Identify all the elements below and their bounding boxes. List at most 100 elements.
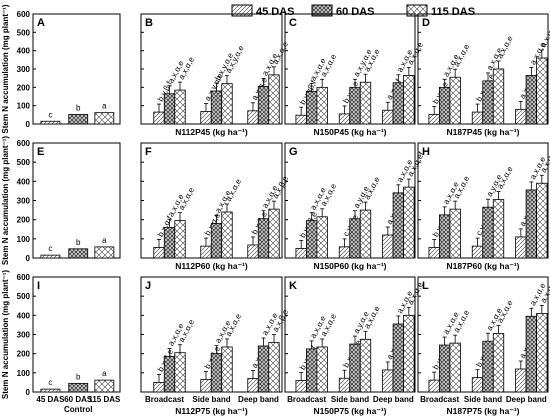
bar <box>492 333 505 393</box>
bar <box>221 346 233 393</box>
panel-H: Hb,y,α,ea,x,α,ea,x,α,ec,y,α,ea,y,α,ea,x,… <box>417 142 550 271</box>
x-category-label: 60 DAS <box>64 395 93 404</box>
bar <box>403 314 415 393</box>
x-axis-title: N112P75 (kg ha⁻¹) <box>175 406 248 416</box>
bar <box>174 352 186 393</box>
bar <box>200 111 212 125</box>
bar <box>153 111 165 125</box>
panel-letter: A <box>37 17 45 29</box>
bar <box>449 208 461 259</box>
bar <box>492 199 505 259</box>
x-category-label: 45 DAS <box>36 395 65 404</box>
bar <box>316 346 328 393</box>
bar <box>359 209 372 259</box>
bar <box>338 246 351 259</box>
bar <box>349 343 361 393</box>
bar <box>392 323 404 393</box>
x-axis-title: N112P45 (kg ha⁻¹) <box>175 127 248 137</box>
significance-label: c <box>48 244 52 253</box>
bar <box>268 342 280 393</box>
bar <box>449 342 461 393</box>
bar <box>200 379 212 393</box>
significance-label: a,x,α,e <box>539 148 550 174</box>
x-category-label: Broadcast <box>145 395 184 404</box>
significance-label: b <box>76 238 81 247</box>
bar <box>536 313 548 393</box>
x-category-label: 115 DAS <box>88 395 121 404</box>
panel-L: Lb,y,α,ea,x,α,ea,x,α,eBroadcastb,x,α,ea,… <box>417 276 550 416</box>
bar <box>382 369 394 393</box>
panel-letter: F <box>145 146 152 158</box>
bar <box>295 114 307 125</box>
bar <box>482 340 494 393</box>
significance-label: a <box>102 236 107 245</box>
y-tick-label: 0 <box>26 120 31 129</box>
y-axis-titles: Stem N accumulation (mg plant⁻¹) Stem N a… <box>1 4 10 399</box>
x-category-label: Side band <box>192 395 230 404</box>
y-tick-label: 100 <box>17 369 31 378</box>
bar <box>349 86 361 125</box>
bar <box>482 206 494 259</box>
panel-F: Fb,x,α,fa,x,α,ea,x,α,eb,x,α,ea,x,α,ea,x,… <box>140 142 290 271</box>
bar-control-1 <box>40 254 61 259</box>
bar <box>349 218 361 259</box>
bar <box>471 377 484 393</box>
panels: 0 100 200 300 400 500 600 Ac b a Bb,y,β,fa,x,α,ea,… <box>17 10 550 416</box>
bar <box>515 108 527 125</box>
panel-letter: H <box>422 146 430 158</box>
bar <box>492 68 505 125</box>
bar-control-1 <box>40 388 61 393</box>
bar <box>316 86 328 125</box>
bar <box>268 208 280 259</box>
panel-letter: I <box>37 280 40 292</box>
bar <box>174 220 186 259</box>
x-category-label: Broadcast <box>420 395 459 404</box>
bar-control-2 <box>68 114 89 125</box>
bar <box>153 247 165 259</box>
bar <box>221 211 233 259</box>
bar <box>428 114 440 125</box>
y-tick-label: 600 <box>17 10 31 19</box>
bar <box>163 226 176 259</box>
panel-letter: L <box>422 280 429 292</box>
bar <box>359 338 372 393</box>
x-category-label: Side band <box>331 395 369 404</box>
y-tick-label: 300 <box>17 331 31 340</box>
significance-label: c <box>48 110 52 119</box>
y-tick-label: 400 <box>17 311 31 320</box>
legend-swatch-2 <box>311 4 333 17</box>
x-group-label: Control <box>64 405 92 414</box>
y-axis-title: Stem N accumulation (mg plant⁻¹) <box>1 4 10 133</box>
panel-letter: G <box>289 146 298 158</box>
bar <box>247 244 259 259</box>
panel-letter: J <box>145 280 151 292</box>
bar <box>359 81 372 125</box>
bar <box>525 75 537 125</box>
bar <box>200 245 212 259</box>
bar <box>392 82 404 125</box>
bar <box>221 83 233 125</box>
bar <box>471 111 484 125</box>
significance-label: a,x,α,e <box>539 278 550 304</box>
significance-label: a,x,α,e <box>539 23 550 49</box>
legend-swatch-3 <box>406 4 428 17</box>
bar-control-2 <box>68 382 89 393</box>
x-category-label: Deep band <box>506 395 547 404</box>
bar <box>210 90 223 125</box>
bar <box>153 382 165 393</box>
bar <box>439 344 451 393</box>
y-tick-label: 500 <box>17 292 31 301</box>
bar <box>428 247 440 259</box>
y-axis-title: Stem N accumulation (mg plant⁻¹) <box>1 136 10 265</box>
panel-G: Gb,y,αβ,ea,x,α,ea,x,α,ec,y,α,ea,y,α,ea,x… <box>284 142 426 271</box>
y-tick-label: 300 <box>17 65 31 74</box>
y-tick-label: 100 <box>17 235 31 244</box>
y-tick-label: 0 <box>26 254 31 263</box>
bar <box>257 218 270 259</box>
panel-E: 0 100 200 300 400 500 600 Ec b a <box>17 139 121 263</box>
y-tick-label: 300 <box>17 197 31 206</box>
bar <box>428 379 440 393</box>
bar <box>306 220 318 259</box>
x-category-label: Deep band <box>238 395 279 404</box>
bar <box>316 216 328 259</box>
